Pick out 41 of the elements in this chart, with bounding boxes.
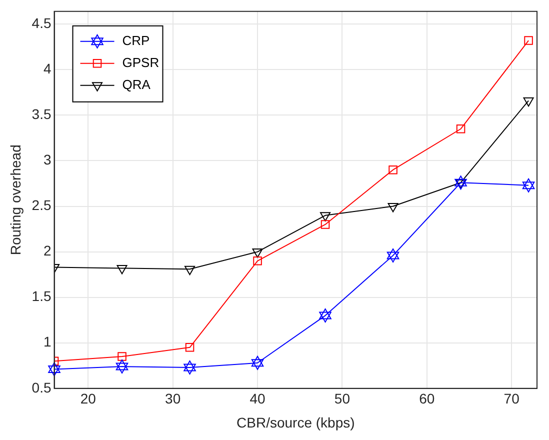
y-tick-label: 2 <box>43 242 52 259</box>
y-tick-label: 4 <box>43 60 52 77</box>
point <box>319 308 332 323</box>
point <box>185 343 194 352</box>
point <box>388 165 398 174</box>
point <box>184 360 196 374</box>
y-tick-label: 2.5 <box>32 197 52 214</box>
y-tick-label: 4.5 <box>32 15 52 32</box>
x-tick-label: 40 <box>250 390 266 407</box>
point <box>320 220 330 229</box>
legend-label: CRP <box>122 32 150 48</box>
x-tick-label: 20 <box>80 390 96 407</box>
point <box>386 248 400 262</box>
x-tick-label: 50 <box>334 390 350 407</box>
point <box>184 266 196 276</box>
point <box>116 360 128 374</box>
point <box>523 97 534 107</box>
y-tick-label: 3 <box>43 152 52 168</box>
x-tick-label: 70 <box>504 390 520 407</box>
y-tick-label: 0.5 <box>32 379 52 396</box>
point <box>251 356 264 370</box>
point <box>522 178 535 192</box>
point <box>253 256 262 266</box>
x-tick-label: 30 <box>165 390 181 407</box>
point <box>116 264 128 274</box>
y-tick-label: 3.5 <box>32 106 52 122</box>
point <box>320 212 331 222</box>
y-tick-label: 1.5 <box>32 288 52 304</box>
point <box>48 362 60 376</box>
point <box>456 124 466 134</box>
point <box>454 176 467 190</box>
y-tick-label: 1 <box>43 334 52 350</box>
legend-label: GPSR <box>122 54 160 70</box>
x-axis-title: CBR/source (kbps) <box>236 414 355 430</box>
point <box>252 248 263 258</box>
legend-label: QRA <box>122 76 151 92</box>
x-tick-label: 60 <box>419 390 435 407</box>
point <box>524 36 533 45</box>
point <box>388 203 398 212</box>
y-axis-title: Routing overhead <box>7 144 24 256</box>
point <box>118 352 126 361</box>
